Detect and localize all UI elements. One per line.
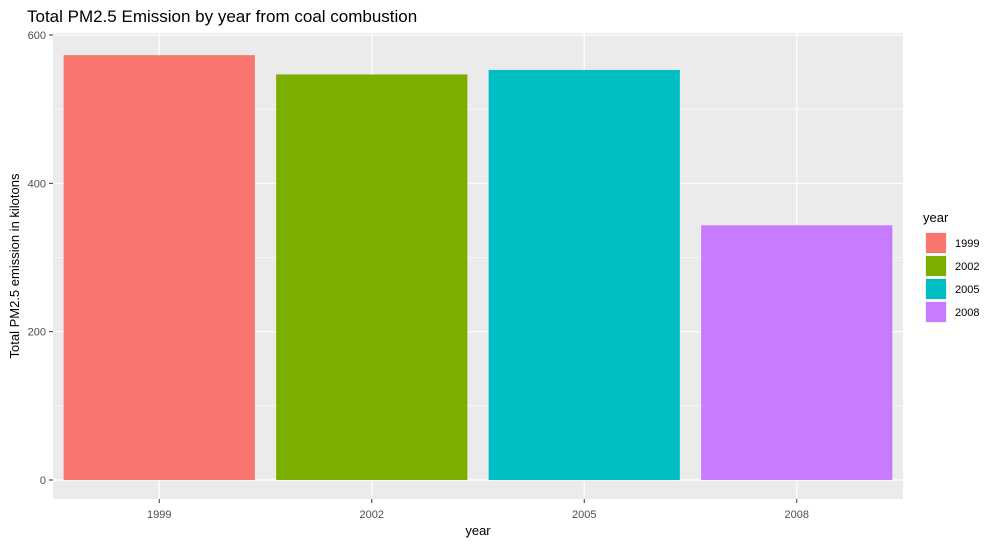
bars: [63, 55, 893, 481]
y-axis-title: Total PM2.5 emission in kilotons: [7, 173, 22, 358]
legend-label-2008: 2008: [955, 307, 979, 319]
legend: year 1999 2002 2005 2008: [923, 210, 979, 323]
legend-swatch-2008: [926, 302, 946, 322]
y-tick-label: 600: [28, 30, 46, 42]
chart-title: Total PM2.5 Emission by year from coal c…: [27, 7, 417, 26]
legend-swatch-2002: [926, 256, 946, 276]
legend-label-1999: 1999: [955, 238, 979, 250]
bar-2008: [701, 225, 893, 480]
bar-2005: [488, 69, 680, 481]
y-tick-label: 200: [28, 327, 46, 339]
x-axis-title: year: [465, 523, 491, 538]
legend-label-2005: 2005: [955, 284, 979, 296]
y-axis: 0 200 400 600: [28, 30, 53, 487]
legend-swatch-1999: [926, 233, 946, 253]
legend-title: year: [923, 210, 949, 225]
legend-label-2002: 2002: [955, 261, 979, 273]
x-tick-label: 2005: [572, 509, 596, 521]
y-tick-label: 0: [40, 475, 46, 487]
y-tick-label: 400: [28, 178, 46, 190]
x-axis: 1999 2002 2005 2008: [147, 499, 809, 521]
legend-swatch-2005: [926, 279, 946, 299]
bar-2002: [276, 74, 468, 480]
bar-1999: [63, 55, 255, 480]
x-tick-label: 1999: [147, 509, 171, 521]
x-tick-label: 2008: [785, 509, 809, 521]
x-tick-label: 2002: [360, 509, 384, 521]
